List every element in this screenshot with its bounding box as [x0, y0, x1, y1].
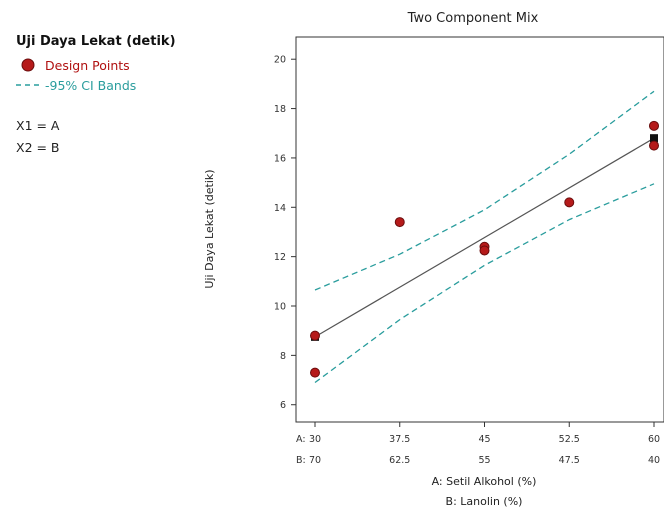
y-axis-label: Uji Daya Lekat (detik)	[203, 169, 216, 288]
legend-ci-bands: -95% CI Bands	[16, 75, 206, 95]
legend-design-points: Design Points	[16, 55, 206, 75]
ci-lower-band	[314, 183, 655, 384]
x-tick-label-a: 37.5	[389, 434, 410, 445]
design-point	[649, 120, 659, 131]
design-point	[394, 217, 405, 228]
endpoint-marker	[650, 134, 658, 143]
legend-title: Uji Daya Lekat (detik)	[16, 34, 176, 49]
y-tick-label: 20	[274, 55, 286, 66]
x-axis-label-a: A: Setil Alkohol (%)	[432, 475, 537, 488]
legend: Uji Daya Lekat (detik) Design Points -95…	[16, 34, 206, 159]
x-tick-label-a: 60	[648, 434, 660, 445]
x-tick-label-b: 70	[309, 455, 321, 466]
legend-design-points-label: Design Points	[45, 57, 130, 73]
legend-ci-bands-label: -95% CI Bands	[45, 77, 137, 93]
design-point	[310, 367, 320, 378]
factor-mapping: X1 = A X2 = B	[16, 115, 206, 159]
plot-frame	[295, 36, 664, 423]
ci-upper-band	[314, 90, 655, 291]
y-tick-label: 8	[280, 351, 286, 362]
factor-x1: X1 = A	[16, 118, 60, 133]
x-tick-label-b: 47.5	[559, 455, 580, 466]
x-row-prefix-b: B:	[296, 455, 306, 466]
design-point	[479, 245, 490, 256]
y-tick-label: 16	[274, 153, 286, 164]
factor-x2: X2 = B	[16, 140, 60, 155]
chart-title: Two Component Mix	[407, 11, 539, 26]
design-point	[564, 197, 575, 208]
y-tick-label: 18	[274, 104, 286, 115]
y-tick-label: 10	[274, 302, 286, 313]
y-tick-label: 14	[274, 203, 286, 214]
x-row-prefix-a: A:	[296, 434, 306, 445]
y-tick-label: 6	[280, 400, 286, 411]
x-tick-label-b: 62.5	[389, 455, 410, 466]
x-tick-label-b: 55	[478, 455, 490, 466]
x-tick-label-a: 52.5	[559, 434, 580, 445]
fit-line	[314, 137, 655, 338]
x-tick-label-a: 30	[309, 434, 321, 445]
x-axis-label-b: B: Lanolin (%)	[446, 495, 523, 507]
red-dot-icon	[21, 58, 35, 72]
x-tick-label-a: 45	[478, 434, 490, 445]
design-point	[649, 140, 659, 151]
design-point	[310, 330, 320, 341]
y-tick-label: 12	[274, 252, 286, 263]
chart-marks: 6 8 10 12 14 16 18 20 30 70 37.5 62.5 45 55 52.5 47.5 60…	[274, 55, 660, 466]
x-tick-label-b: 40	[648, 455, 660, 466]
dashed-line-icon	[16, 84, 40, 86]
